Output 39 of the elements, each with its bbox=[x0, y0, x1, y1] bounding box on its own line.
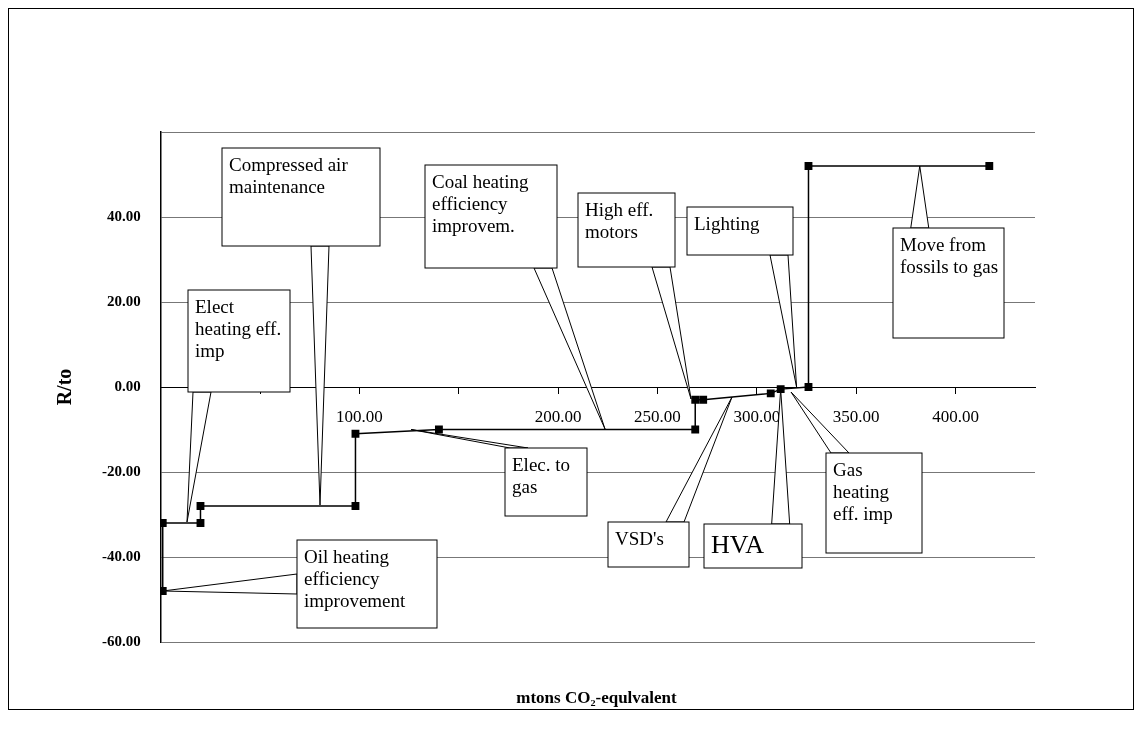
point bbox=[196, 519, 205, 527]
point bbox=[691, 425, 700, 434]
y-tick-label: 40.00 bbox=[107, 207, 141, 224]
point bbox=[804, 162, 813, 170]
annotation: HVA bbox=[711, 530, 765, 560]
annotation: VSD's bbox=[615, 528, 665, 550]
annotation: Elec. to gas bbox=[512, 454, 572, 498]
point bbox=[776, 385, 785, 394]
point bbox=[985, 162, 994, 170]
y-tick-label: 0.00 bbox=[114, 377, 141, 394]
x-axis-title: mtons CO₂-equlvalent bbox=[515, 688, 678, 708]
y-tick-label: -40.00 bbox=[102, 547, 141, 564]
annotation: Lighting bbox=[694, 213, 761, 235]
y-tick-label: -60.00 bbox=[102, 632, 141, 649]
annotation: Move from fossils to gas bbox=[900, 234, 999, 278]
x-tick-label: 100.00 bbox=[336, 406, 383, 426]
point bbox=[804, 383, 813, 391]
point bbox=[196, 502, 205, 510]
y-tick-label: -20.00 bbox=[102, 462, 141, 479]
x-tick-label: 400.00 bbox=[932, 406, 979, 426]
point bbox=[691, 395, 700, 404]
point bbox=[699, 395, 708, 404]
point bbox=[766, 389, 775, 398]
annotation: Elect heating eff. imp bbox=[195, 296, 283, 362]
annotation: Gas heating eff. imp bbox=[833, 459, 894, 525]
annotation: Compressed air maintenance bbox=[229, 154, 349, 198]
point bbox=[351, 502, 360, 510]
point bbox=[351, 429, 360, 438]
point bbox=[160, 519, 167, 527]
x-tick-label: 250.00 bbox=[634, 406, 681, 426]
annotation: Coal heating efficiency improvem. bbox=[432, 171, 530, 237]
y-axis-title: R/to bbox=[53, 368, 76, 406]
y-tick-label: 20.00 bbox=[107, 292, 141, 309]
x-tick-label: 300.00 bbox=[733, 406, 781, 426]
annotation: High eff. motors bbox=[585, 199, 655, 243]
x-tick-label: 200.00 bbox=[534, 406, 582, 426]
annotation: Oil heating efficiency improvement bbox=[304, 546, 407, 612]
x-tick-label: 350.00 bbox=[832, 406, 880, 426]
point bbox=[434, 425, 443, 434]
